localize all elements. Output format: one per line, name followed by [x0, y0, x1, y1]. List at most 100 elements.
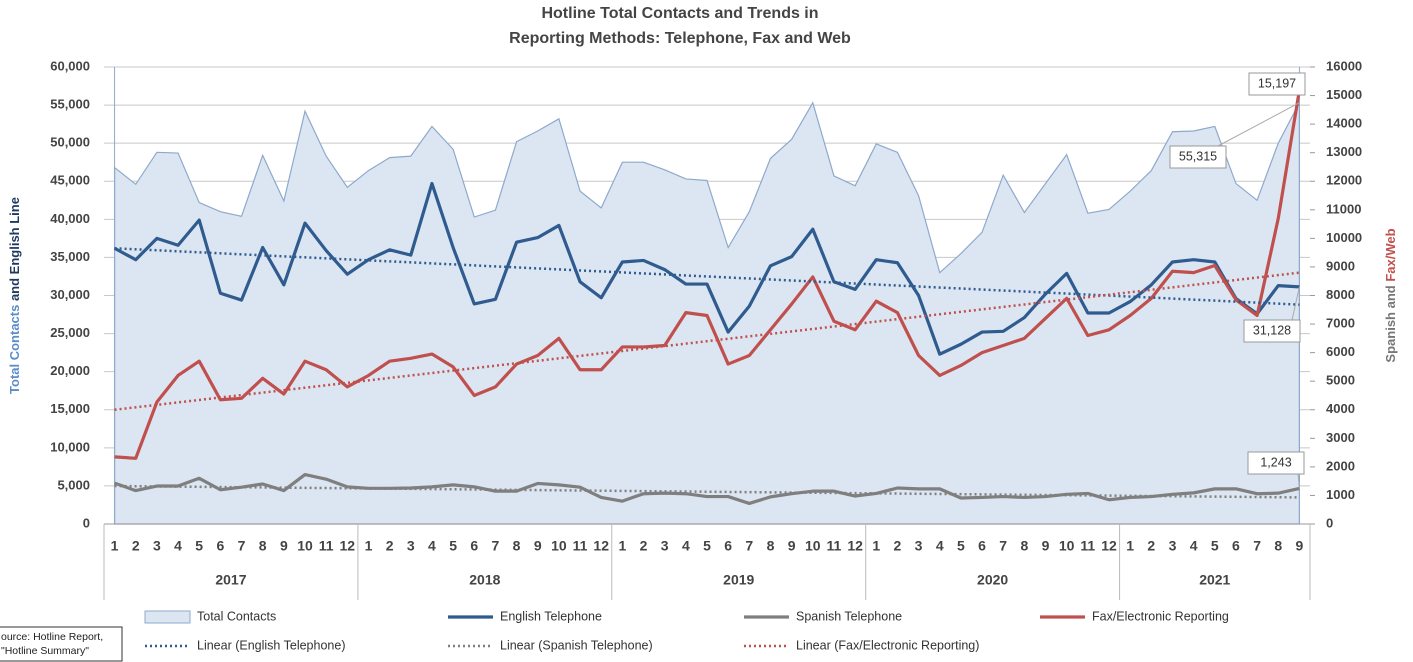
x-tick-label: 1 — [618, 538, 626, 554]
y2-tick-label: 13000 — [1326, 144, 1362, 159]
x-tick-label: 9 — [788, 538, 796, 554]
x-tick-label: 12 — [593, 538, 609, 554]
x-tick-label: 3 — [915, 538, 923, 554]
y2-tick-label: 11000 — [1326, 201, 1361, 216]
group-label: 2018 — [469, 572, 500, 588]
x-tick-label: 12 — [847, 538, 863, 554]
y2-tick-label: 14000 — [1326, 116, 1362, 131]
x-tick-label: 1 — [1126, 538, 1134, 554]
chart-title: Hotline Total Contacts and Trends in — [541, 5, 818, 22]
x-tick-label: 6 — [216, 538, 224, 554]
x-tick-label: 8 — [767, 538, 775, 554]
line — [114, 472, 1300, 506]
y-tick-label: 60,000 — [50, 58, 90, 73]
x-tick-label: 7 — [238, 538, 246, 554]
y-tick-label: 30,000 — [50, 287, 90, 302]
x-tick-label: 5 — [703, 538, 711, 554]
x-tick-label: 6 — [1232, 538, 1240, 554]
data-label: 15,197 — [1258, 76, 1296, 90]
y-tick-label: 5,000 — [57, 477, 90, 492]
y2-tick-label: 12000 — [1326, 173, 1362, 188]
x-tick-label: 1 — [872, 538, 880, 554]
x-tick-label: 4 — [682, 538, 690, 554]
x-tick-label: 7 — [1253, 538, 1261, 554]
x-tick-label: 5 — [449, 538, 457, 554]
callout-box — [1248, 72, 1306, 96]
x-tick-label: 12 — [1101, 538, 1117, 554]
y2-axis-title-part: Spanish and — [1383, 282, 1398, 363]
x-tick-label: 4 — [174, 538, 182, 554]
y2-tick-label: 0 — [1326, 515, 1333, 530]
x-tick-label: 5 — [1211, 538, 1219, 554]
y2-axis-title: Spanish and Fax/Web — [1383, 228, 1398, 362]
x-tick-label: 10 — [805, 538, 821, 554]
y2-tick-label: 2000 — [1326, 458, 1355, 473]
y2-tick-label: 9000 — [1326, 258, 1355, 273]
x-tick-label: 10 — [1059, 538, 1075, 554]
x-tick-label: 6 — [978, 538, 986, 554]
legend-label: Total Contacts — [197, 609, 276, 623]
x-tick-label: 11 — [1080, 538, 1095, 554]
y2-tick-label: 1000 — [1326, 487, 1355, 502]
x-tick-label: 3 — [407, 538, 415, 554]
legend-label: English Telephone — [500, 609, 602, 623]
y-tick-label: 50,000 — [50, 135, 90, 150]
x-tick-label: 7 — [492, 538, 500, 554]
x-tick-label: 9 — [280, 538, 288, 554]
legend-label: Fax/Electronic Reporting — [1092, 609, 1229, 623]
x-tick-label: 9 — [534, 538, 542, 554]
x-tick-label: 7 — [745, 538, 753, 554]
x-tick-label: 1 — [111, 538, 119, 554]
y2-tick-label: 5000 — [1326, 373, 1355, 388]
x-tick-label: 2 — [386, 538, 394, 554]
x-tick-label: 5 — [195, 538, 203, 554]
x-tick-label: 1 — [365, 538, 373, 554]
legend-swatch — [144, 610, 191, 624]
line — [114, 89, 1301, 460]
x-tick-label: 2 — [640, 538, 648, 554]
y-axis-title-part: Total Contacts — [7, 305, 22, 394]
y2-tick-label: 15000 — [1326, 87, 1362, 102]
trend-line — [114, 271, 1300, 411]
y-tick-label: 35,000 — [50, 249, 90, 264]
source-note: ource: Hotline Report, — [1, 631, 103, 643]
x-tick-label: 2 — [1147, 538, 1155, 554]
callout-box — [1169, 145, 1227, 169]
x-tick-label: 6 — [724, 538, 732, 554]
y-tick-label: 40,000 — [50, 211, 90, 226]
y-tick-label: 25,000 — [50, 325, 90, 340]
y-tick-label: 0 — [83, 515, 90, 530]
x-tick-label: 4 — [1190, 538, 1198, 554]
legend-label: Spanish Telephone — [796, 609, 902, 623]
data-label: 55,315 — [1179, 149, 1217, 163]
x-tick-label: 10 — [297, 538, 313, 554]
x-tick-label: 8 — [259, 538, 267, 554]
x-tick-label: 2 — [894, 538, 902, 554]
y2-tick-label: 3000 — [1326, 430, 1355, 445]
x-tick-label: 11 — [827, 538, 842, 554]
y-axis-title: Total Contacts and English Line — [7, 197, 22, 394]
x-tick-label: 8 — [1020, 538, 1028, 554]
x-tick-label: 4 — [936, 538, 944, 554]
y2-tick-label: 8000 — [1326, 287, 1355, 302]
y2-axis-title-part: Fax/Web — [1383, 228, 1398, 281]
x-tick-label: 12 — [340, 538, 356, 554]
callout-leader — [1217, 102, 1300, 147]
x-tick-label: 9 — [1296, 538, 1304, 554]
y2-tick-label: 10000 — [1326, 230, 1362, 245]
y-tick-label: 45,000 — [50, 173, 90, 188]
data-label: 1,243 — [1260, 455, 1291, 469]
line — [113, 181, 1300, 356]
y2-tick-label: 16000 — [1326, 58, 1362, 73]
data-label: 31,128 — [1253, 323, 1291, 337]
x-tick-label: 3 — [153, 538, 161, 554]
x-tick-label: 8 — [1274, 538, 1282, 554]
x-tick-label: 11 — [319, 538, 334, 554]
y-tick-label: 10,000 — [50, 439, 90, 454]
group-label: 2017 — [215, 572, 246, 588]
legend-label: Linear (English Telephone) — [197, 638, 345, 652]
y2-tick-label: 6000 — [1326, 344, 1355, 359]
x-tick-label: 8 — [513, 538, 521, 554]
y-tick-label: 20,000 — [50, 363, 90, 378]
